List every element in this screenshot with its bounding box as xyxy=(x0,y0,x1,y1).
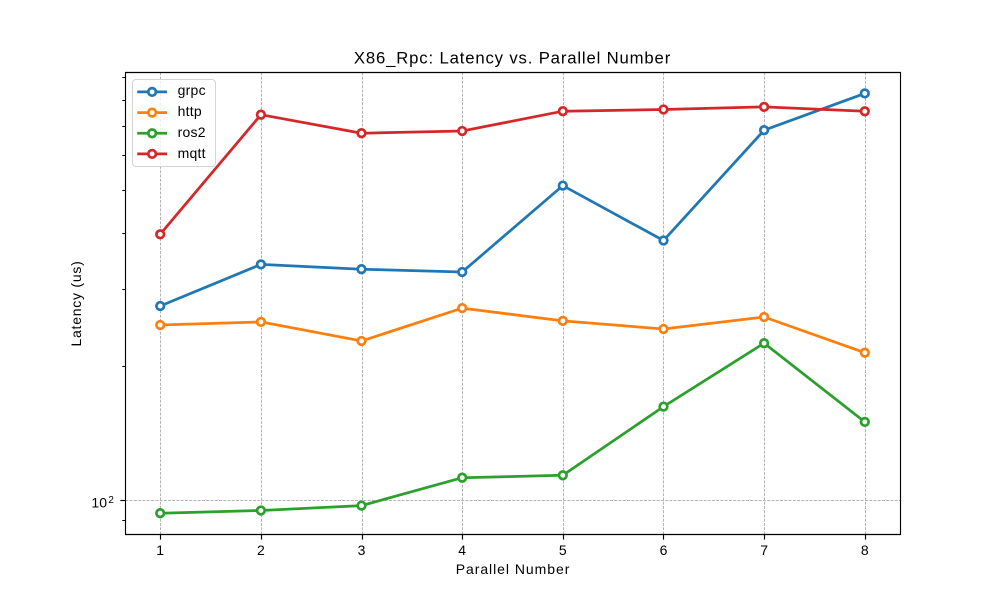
svg-text:mqtt: mqtt xyxy=(178,145,206,161)
svg-text:8: 8 xyxy=(861,542,869,558)
svg-text:http: http xyxy=(178,103,202,119)
svg-text:4: 4 xyxy=(458,542,466,558)
svg-text:10: 10 xyxy=(91,495,107,511)
svg-text:2: 2 xyxy=(257,542,265,558)
svg-text:X86_Rpc: Latency vs. Parallel: X86_Rpc: Latency vs. Parallel Number xyxy=(354,49,671,68)
svg-text:1: 1 xyxy=(156,542,164,558)
svg-text:7: 7 xyxy=(760,542,768,558)
svg-text:grpc: grpc xyxy=(178,82,206,98)
svg-text:ros2: ros2 xyxy=(178,124,206,140)
svg-text:6: 6 xyxy=(660,542,668,558)
svg-text:3: 3 xyxy=(358,542,366,558)
svg-text:5: 5 xyxy=(559,542,567,558)
svg-text:Parallel Number: Parallel Number xyxy=(456,561,571,577)
svg-text:2: 2 xyxy=(108,495,114,506)
svg-text:Latency (us): Latency (us) xyxy=(68,260,84,346)
